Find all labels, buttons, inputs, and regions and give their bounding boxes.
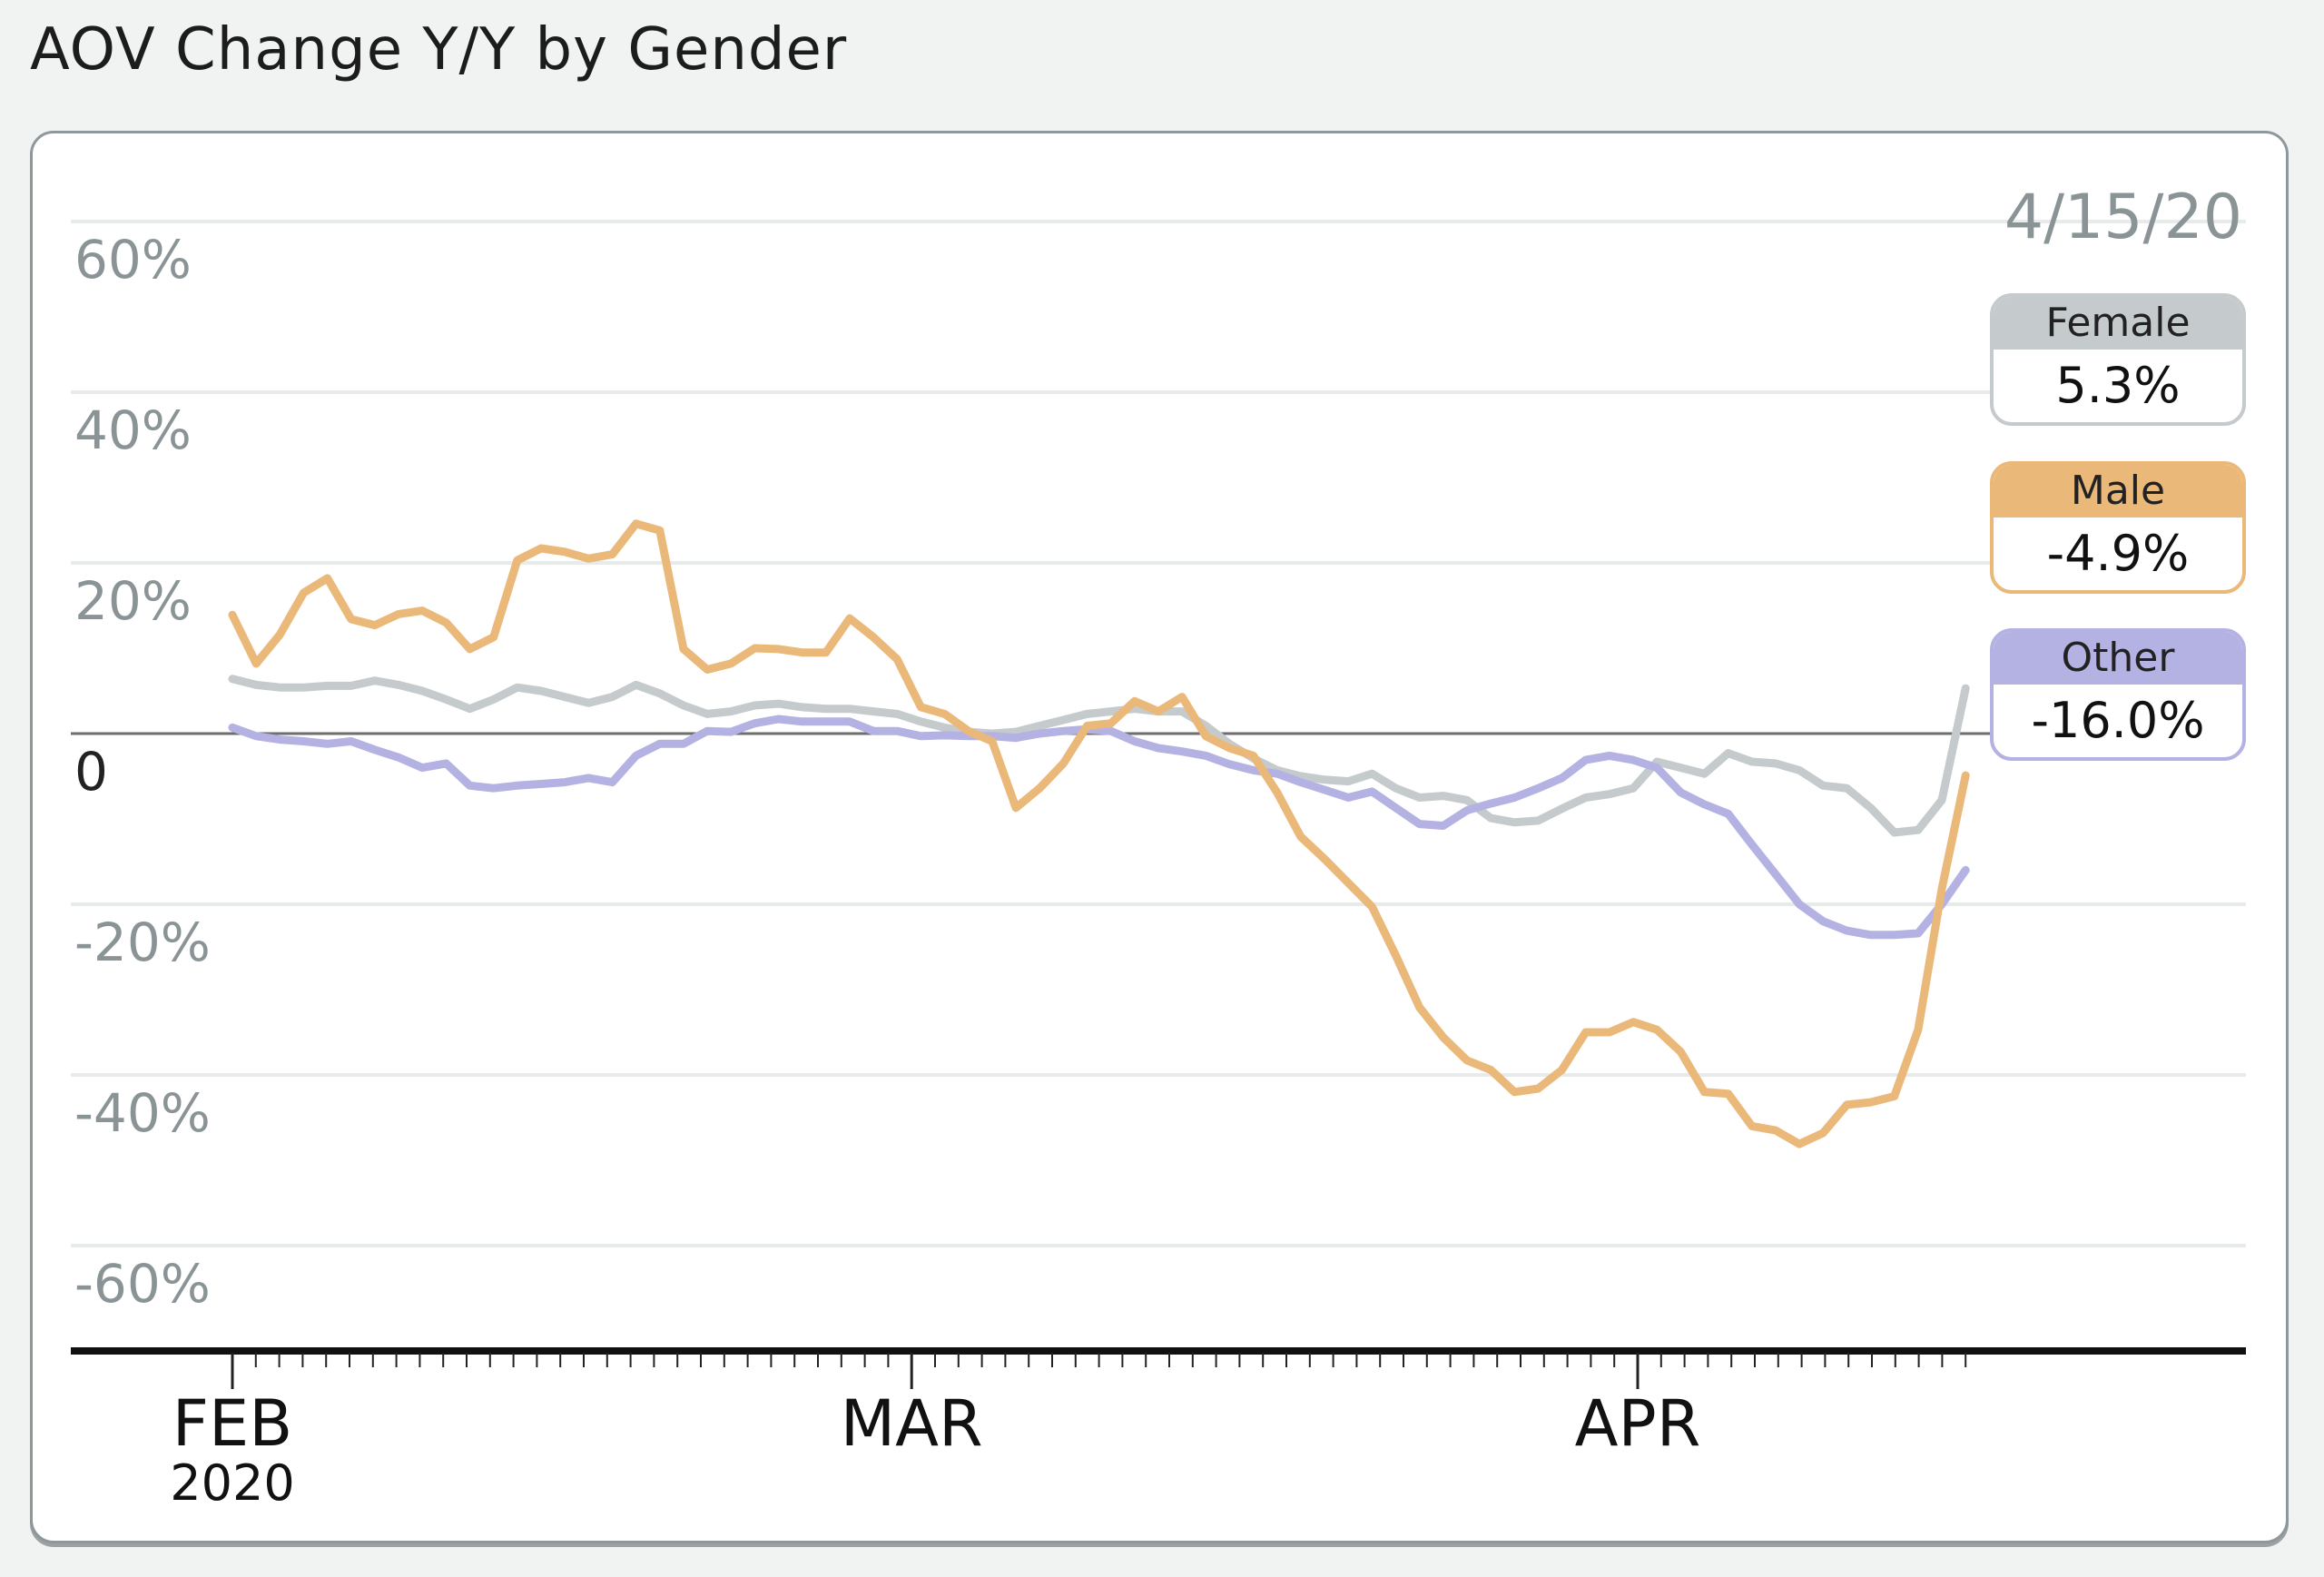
- legend-other-value: -16.0%: [2031, 692, 2205, 749]
- y-tick-label: 0: [74, 741, 108, 803]
- x-tick-label: MAR: [841, 1386, 983, 1461]
- legend-female-value: 5.3%: [2055, 357, 2181, 414]
- series-line-other[interactable]: [228, 715, 1970, 940]
- y-tick-label: 40%: [74, 399, 192, 461]
- x-tick-year: 2020: [170, 1454, 294, 1512]
- legend-female: Female 5.3%: [1990, 293, 2246, 426]
- legend-other: Other -16.0%: [1990, 628, 2246, 761]
- legend-female-label: Female: [1994, 297, 2242, 350]
- y-tick-label: -20%: [74, 912, 211, 973]
- hover-date-label: 4/15/20: [2004, 182, 2242, 253]
- chart-title: AOV Change Y/Y by Gender: [30, 16, 848, 84]
- y-tick-label: 60%: [74, 229, 192, 291]
- x-tick-label: APR: [1575, 1386, 1701, 1461]
- legend-other-label: Other: [1994, 632, 2242, 685]
- y-tick-label: -60%: [74, 1253, 211, 1315]
- legend-male-value: -4.9%: [2046, 525, 2190, 582]
- legend-male: Male -4.9%: [1990, 461, 2246, 594]
- series-line-male[interactable]: [228, 519, 1970, 1148]
- x-tick-label: FEB: [172, 1386, 293, 1461]
- y-tick-label: -40%: [74, 1082, 211, 1144]
- legend-male-label: Male: [1994, 465, 2242, 517]
- x-axis-line: [71, 1347, 2246, 1355]
- series-line-female[interactable]: [228, 675, 1970, 837]
- y-tick-label: 20%: [74, 570, 192, 632]
- chart-card: [30, 131, 2289, 1543]
